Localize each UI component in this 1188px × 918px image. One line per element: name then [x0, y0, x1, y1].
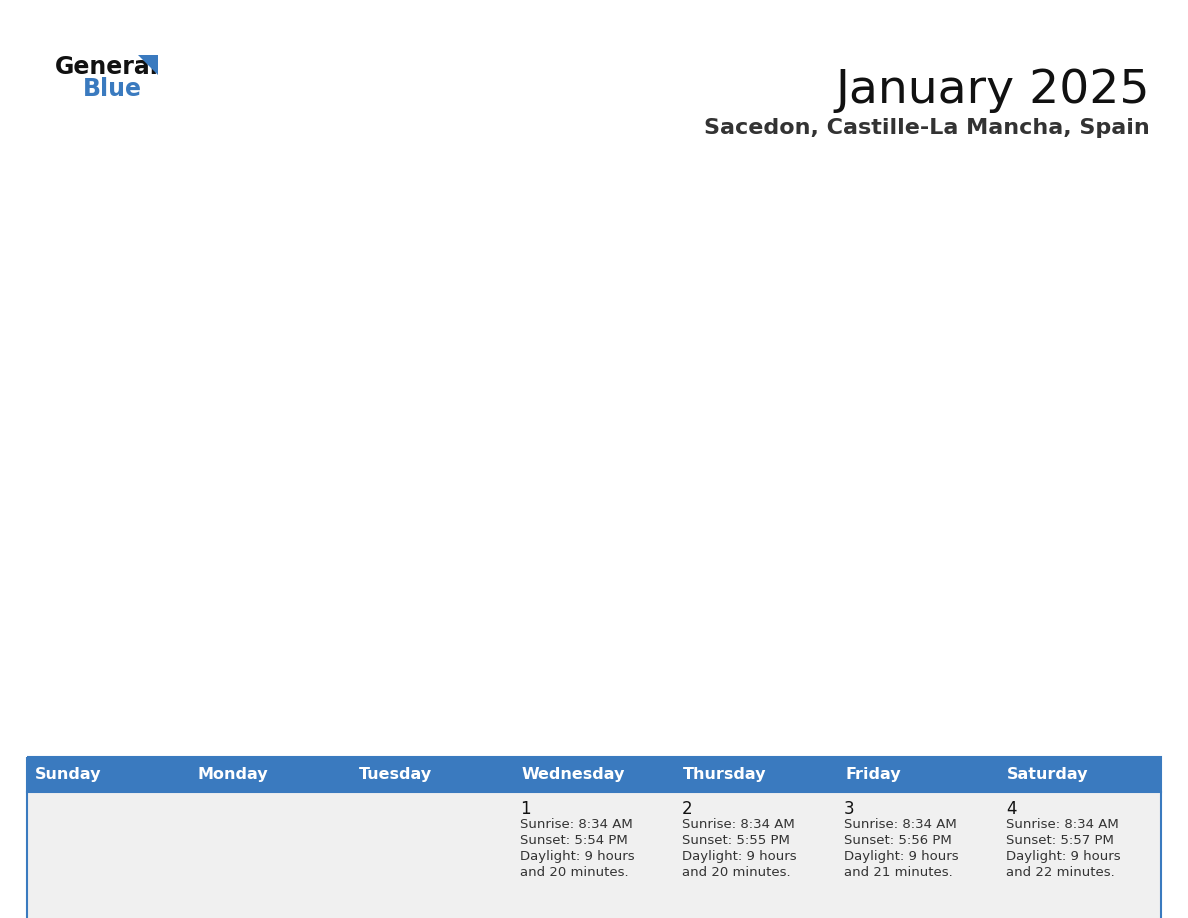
- Bar: [838, 757, 999, 792]
- Text: 3: 3: [843, 800, 854, 818]
- Text: Sunset: 5:55 PM: Sunset: 5:55 PM: [682, 834, 790, 847]
- Text: and 20 minutes.: and 20 minutes.: [520, 866, 628, 879]
- Bar: [675, 757, 838, 792]
- Text: 4: 4: [1006, 800, 1017, 818]
- Text: Tuesday: Tuesday: [359, 767, 432, 782]
- Text: Daylight: 9 hours: Daylight: 9 hours: [1006, 850, 1120, 863]
- Polygon shape: [138, 55, 158, 75]
- Text: Sunrise: 8:34 AM: Sunrise: 8:34 AM: [682, 818, 795, 831]
- Bar: [189, 757, 350, 792]
- Text: Monday: Monday: [197, 767, 267, 782]
- Text: and 21 minutes.: and 21 minutes.: [843, 866, 953, 879]
- Text: Blue: Blue: [83, 77, 143, 101]
- Text: and 20 minutes.: and 20 minutes.: [682, 866, 791, 879]
- Text: General: General: [55, 55, 159, 79]
- Text: Sunrise: 8:34 AM: Sunrise: 8:34 AM: [520, 818, 633, 831]
- Text: Daylight: 9 hours: Daylight: 9 hours: [682, 850, 797, 863]
- Text: Sunset: 5:54 PM: Sunset: 5:54 PM: [520, 834, 627, 847]
- Text: Sacedon, Castille-La Mancha, Spain: Sacedon, Castille-La Mancha, Spain: [704, 118, 1150, 138]
- Text: and 22 minutes.: and 22 minutes.: [1006, 866, 1114, 879]
- Text: Daylight: 9 hours: Daylight: 9 hours: [520, 850, 634, 863]
- Text: Sunday: Sunday: [36, 767, 102, 782]
- Text: Sunrise: 8:34 AM: Sunrise: 8:34 AM: [843, 818, 956, 831]
- Bar: [27, 757, 1161, 918]
- Text: Sunrise: 8:34 AM: Sunrise: 8:34 AM: [1006, 818, 1119, 831]
- Text: 2: 2: [682, 800, 693, 818]
- Text: Wednesday: Wednesday: [522, 767, 625, 782]
- Text: Saturday: Saturday: [1007, 767, 1088, 782]
- Text: 1: 1: [520, 800, 531, 818]
- Text: Daylight: 9 hours: Daylight: 9 hours: [843, 850, 959, 863]
- Text: Friday: Friday: [845, 767, 901, 782]
- Bar: [27, 757, 189, 792]
- Bar: [350, 757, 513, 792]
- Bar: [513, 757, 675, 792]
- Text: Sunset: 5:57 PM: Sunset: 5:57 PM: [1006, 834, 1114, 847]
- Text: Thursday: Thursday: [683, 767, 766, 782]
- Bar: [27, 792, 1161, 918]
- Text: January 2025: January 2025: [835, 68, 1150, 113]
- Bar: [999, 757, 1161, 792]
- Text: Sunset: 5:56 PM: Sunset: 5:56 PM: [843, 834, 952, 847]
